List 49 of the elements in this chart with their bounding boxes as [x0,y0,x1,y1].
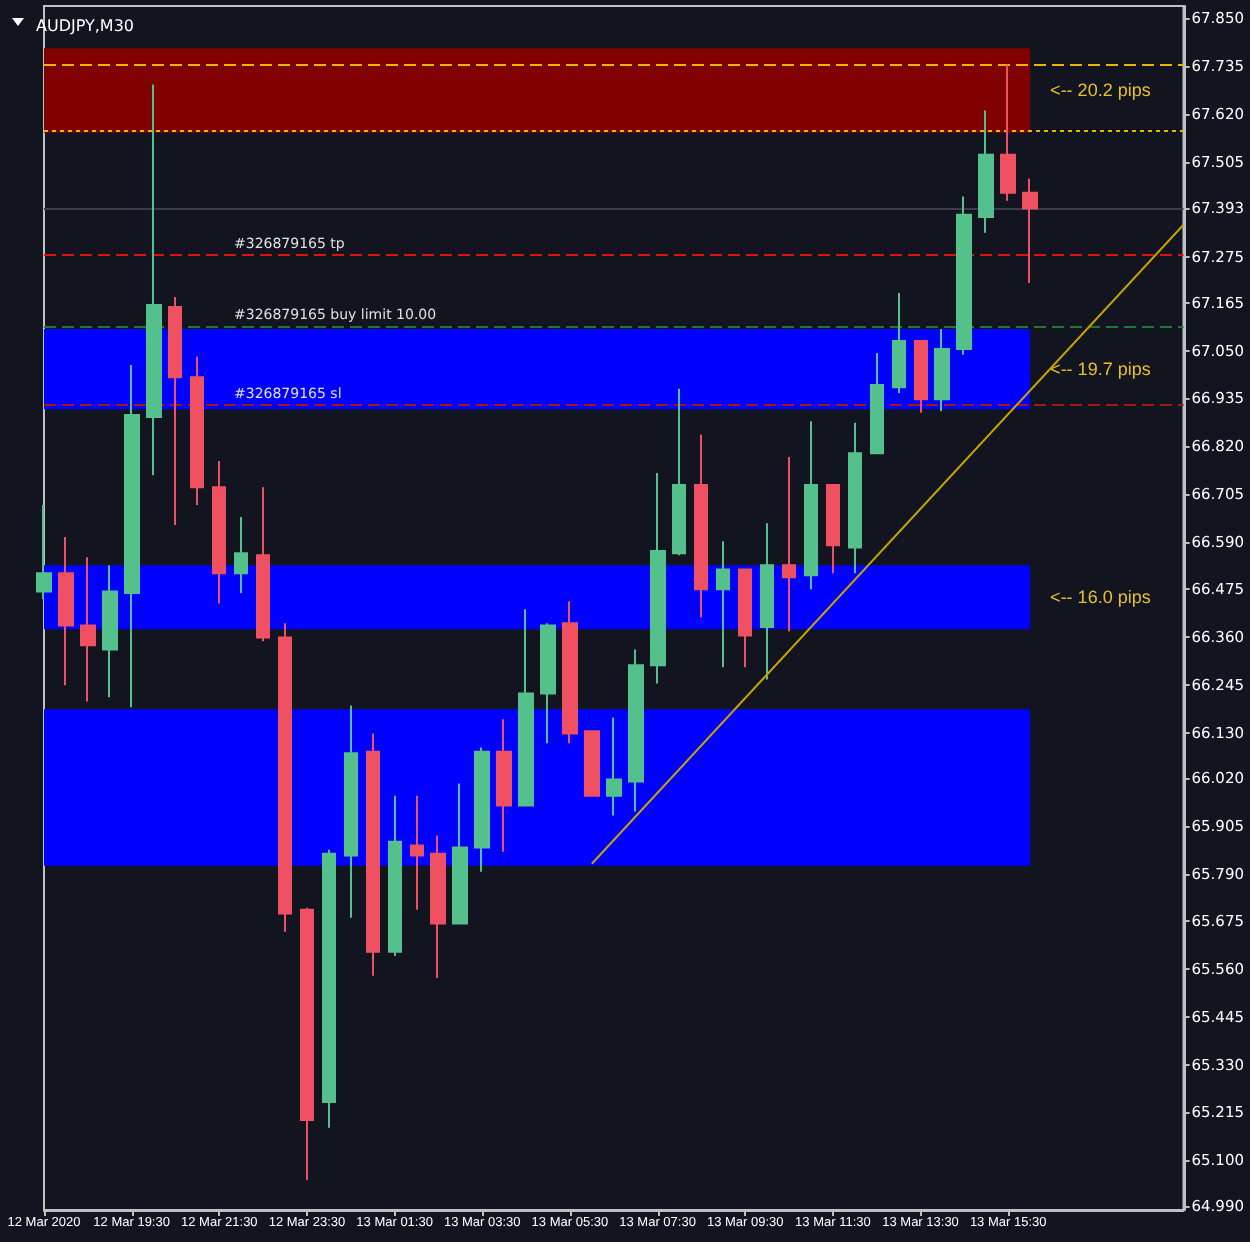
candlestick [934,328,950,413]
candlestick [716,540,730,669]
candlestick [410,794,424,911]
candlestick [474,746,490,873]
candlestick [760,522,774,681]
candlestick [562,600,578,745]
candlestick [190,355,204,507]
candlestick [36,504,52,601]
candlestick [80,556,96,703]
candlestick [300,906,314,1182]
candlestick [1022,177,1038,284]
candlestick [388,794,402,957]
candlestick [650,472,666,685]
candlestick [848,421,862,575]
candlestick [212,460,226,605]
candlestick [518,608,534,807]
candlestick [804,420,818,591]
candlestick [102,564,118,699]
candlestick [892,291,906,394]
candlestick [278,622,292,933]
candlestick [124,364,140,709]
candlestick [146,83,162,477]
candlestick [956,195,972,356]
candlestick [870,352,884,455]
candlestick [672,387,686,557]
candlestick [694,433,708,619]
candlestick [256,486,270,643]
candlestick [826,484,840,575]
candlestick [738,568,752,669]
band-label: <-- 20.2 pips [1050,80,1152,101]
candlestick [168,296,182,526]
band-label: <-- 16.0 pips [1050,587,1152,608]
candlestick [978,109,994,234]
candlestick [58,536,74,687]
candlestick [782,455,796,633]
candlestick [628,648,644,813]
candlestick [584,730,600,797]
candlestick [430,834,446,979]
candlestick [452,782,468,925]
candlestick [366,732,380,977]
band-label: <-- 19.7 pips [1050,359,1152,380]
candlestick [914,340,928,414]
candlestick [496,718,512,853]
candlestick [540,622,556,745]
candlestick [322,848,336,1129]
candlestick [606,716,622,817]
candlestick [344,704,358,919]
candlestick [234,516,248,595]
candlestick [1000,63,1016,202]
